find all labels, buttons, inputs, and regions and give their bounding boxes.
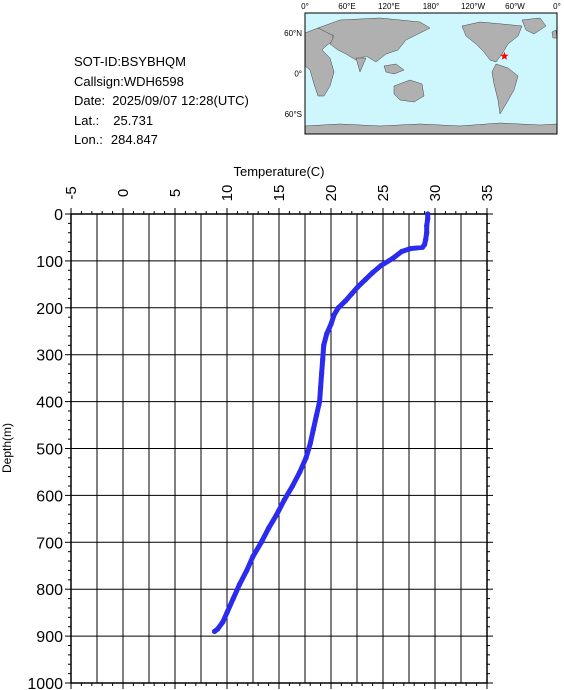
latitude-label: Lat.: bbox=[74, 112, 100, 128]
longitude-value: 284.847 bbox=[110, 132, 158, 147]
location-map: 0° 60°E 120°E 180° 120°W 60°W 0° 60°N 0° 60°S bbox=[284, 2, 561, 135]
map-lon-tick-label: 120°W bbox=[461, 2, 486, 11]
temperature-profile-point bbox=[289, 483, 296, 489]
temperature-profile-point bbox=[370, 270, 376, 276]
x-tick-label: -5 bbox=[63, 186, 80, 199]
map-lon-tick-label: 180° bbox=[423, 2, 440, 11]
temperature-profile-point bbox=[303, 455, 309, 461]
temperature-profile-point bbox=[307, 441, 313, 447]
temperature-profile-point bbox=[318, 384, 324, 391]
temperature-profile-point bbox=[407, 246, 413, 252]
temperature-profile-point bbox=[281, 497, 287, 503]
temperature-profile-point bbox=[220, 619, 226, 625]
station-info: SOT-ID:BSYBHQM Callsign:WDH6598 Date: 20… bbox=[74, 52, 249, 150]
x-axis-title: Temperature(C) bbox=[233, 164, 324, 179]
temperature-profile-point bbox=[324, 330, 330, 337]
x-tick-label: 15 bbox=[271, 185, 288, 202]
temperature-profile-point bbox=[328, 321, 334, 327]
temperature-profile-point bbox=[424, 230, 430, 236]
latitude-row: Lat.: 25.731 bbox=[74, 111, 249, 131]
temperature-profile-point bbox=[425, 216, 431, 222]
temperature-profile-point bbox=[321, 342, 327, 348]
temperature-profile-point bbox=[320, 356, 326, 362]
map-latitude-ticks: 60°N 0° 60°S bbox=[284, 29, 302, 119]
temperature-profile-series bbox=[211, 211, 431, 635]
map-lon-tick-label: 60°W bbox=[505, 2, 525, 11]
map-lon-tick-label: 60°E bbox=[338, 2, 355, 11]
y-tick-label: 100 bbox=[36, 254, 63, 271]
y-tick-label: 600 bbox=[36, 488, 63, 505]
temperature-profile-point bbox=[399, 248, 405, 255]
y-tick-label: 800 bbox=[36, 582, 63, 599]
x-tick-label: 10 bbox=[219, 185, 236, 202]
temperature-profile-point bbox=[313, 413, 320, 419]
map-lat-tick-label: 60°S bbox=[285, 110, 302, 119]
temperature-profile-point bbox=[258, 539, 264, 545]
map-lat-tick-label: 60°N bbox=[284, 29, 302, 38]
y-tick-label: 700 bbox=[36, 535, 63, 552]
temperature-profile-point bbox=[244, 567, 250, 574]
map-lon-tick-label: 0° bbox=[301, 2, 309, 11]
temperature-profile-point bbox=[424, 223, 430, 229]
temperature-profile-point bbox=[319, 370, 325, 377]
temperature-profile-point bbox=[378, 262, 384, 269]
temperature-profile-point bbox=[236, 581, 243, 588]
temperature-profile-point bbox=[362, 277, 368, 283]
temperature-profile-point bbox=[355, 284, 361, 290]
sot-id-text: SOT-ID:BSYBHQM bbox=[74, 54, 186, 69]
temperature-profile-point bbox=[349, 291, 355, 297]
map-frame bbox=[304, 12, 558, 135]
date-text: Date: 2025/09/07 12:28(UTC) bbox=[74, 93, 249, 108]
temperature-profile-point bbox=[266, 525, 272, 531]
callsign-text: Callsign:WDH6598 bbox=[74, 73, 184, 89]
y-tick-label: 1000 bbox=[27, 676, 63, 690]
y-tick-label: 400 bbox=[36, 395, 63, 412]
temperature-profile-point bbox=[342, 298, 349, 304]
x-tick-label: 35 bbox=[479, 185, 496, 202]
y-tick-label: 200 bbox=[36, 301, 63, 318]
x-tick-label: 20 bbox=[323, 185, 340, 202]
y-tick-label: 900 bbox=[36, 629, 63, 646]
chart-grid bbox=[70, 213, 488, 684]
map-lon-tick-label: 0° bbox=[553, 2, 561, 11]
temperature-profile-point bbox=[331, 312, 337, 318]
x-tick-label: 0 bbox=[115, 189, 132, 197]
latitude-value: 25.731 bbox=[113, 112, 154, 128]
map-longitude-ticks: 0° 60°E 120°E 180° 120°W 60°W 0° bbox=[301, 2, 561, 11]
y-tick-label: 0 bbox=[54, 207, 63, 224]
map-marker-layer bbox=[500, 51, 509, 60]
temperature-profile-point bbox=[419, 244, 426, 250]
location-marker-star bbox=[500, 51, 509, 60]
temperature-profile-point bbox=[423, 237, 429, 243]
temperature-profile-point bbox=[274, 511, 280, 517]
x-tick-label: 5 bbox=[167, 189, 184, 197]
temperature-profile-point bbox=[425, 211, 431, 217]
temperature-profile-point bbox=[316, 399, 323, 405]
longitude-label: Lon.: bbox=[74, 132, 103, 147]
x-tick-label: 25 bbox=[375, 185, 392, 202]
longitude-row: Lon.: 284.847 bbox=[74, 130, 249, 150]
temperature-profile-point bbox=[389, 255, 395, 262]
temperature-profile-point bbox=[211, 628, 218, 635]
y-axis-title: Depth(m) bbox=[0, 423, 14, 473]
y-tick-label: 500 bbox=[36, 442, 63, 459]
temperature-profile-point bbox=[297, 469, 303, 475]
temperature-profile-point bbox=[230, 595, 236, 602]
map-lon-tick-label: 120°E bbox=[378, 2, 400, 11]
temperature-profile-point bbox=[250, 553, 256, 559]
chart-axes: -5 0 5 10 15 20 25 30 35010020030040050060070080… bbox=[27, 185, 496, 690]
map-land bbox=[304, 17, 558, 135]
map-lat-tick-label: 0° bbox=[294, 70, 302, 79]
temperature-profile-point bbox=[224, 610, 230, 616]
y-tick-label: 300 bbox=[36, 348, 63, 365]
x-tick-label: 30 bbox=[427, 185, 444, 202]
temperature-profile-point bbox=[310, 427, 316, 433]
temperature-profile-point bbox=[335, 305, 341, 311]
